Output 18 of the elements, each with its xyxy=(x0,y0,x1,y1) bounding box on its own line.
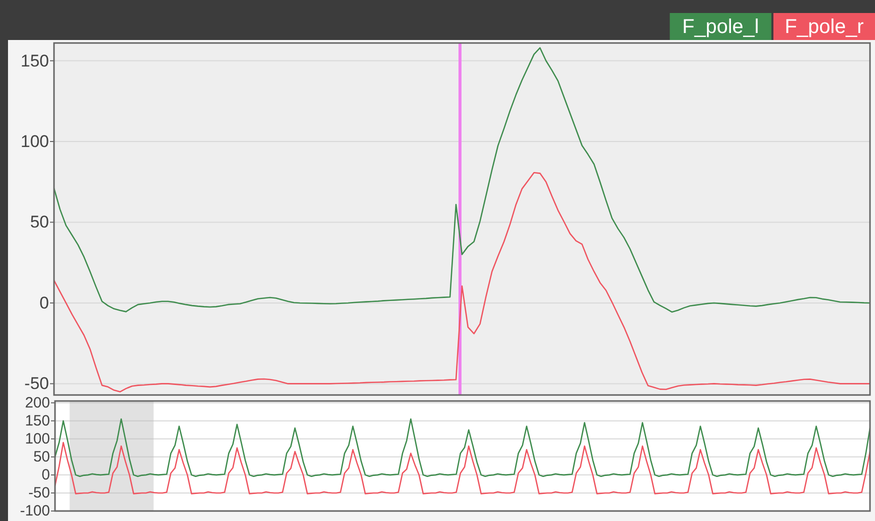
y-tick-label: -50 xyxy=(28,484,50,502)
line-series xyxy=(54,172,870,392)
y-tick-label: 150 xyxy=(20,51,49,70)
y-tick-label: -50 xyxy=(24,374,49,394)
y-tick-label: 200 xyxy=(24,394,50,412)
y-tick-label: 50 xyxy=(30,212,49,232)
line-series xyxy=(54,47,870,313)
line-series xyxy=(55,418,870,478)
y-tick-label: 100 xyxy=(20,132,49,151)
line-series xyxy=(55,442,870,494)
y-tick-label: -100 xyxy=(20,502,50,520)
text: F_pole_l xyxy=(682,16,759,38)
text: F_pole_r xyxy=(784,16,864,38)
y-tick-label: 50 xyxy=(33,448,50,466)
y-tick-label: 100 xyxy=(24,430,50,448)
y-tick-label: 0 xyxy=(40,293,49,312)
y-tick-label: 0 xyxy=(42,466,50,484)
y-tick-label: 150 xyxy=(24,412,50,430)
